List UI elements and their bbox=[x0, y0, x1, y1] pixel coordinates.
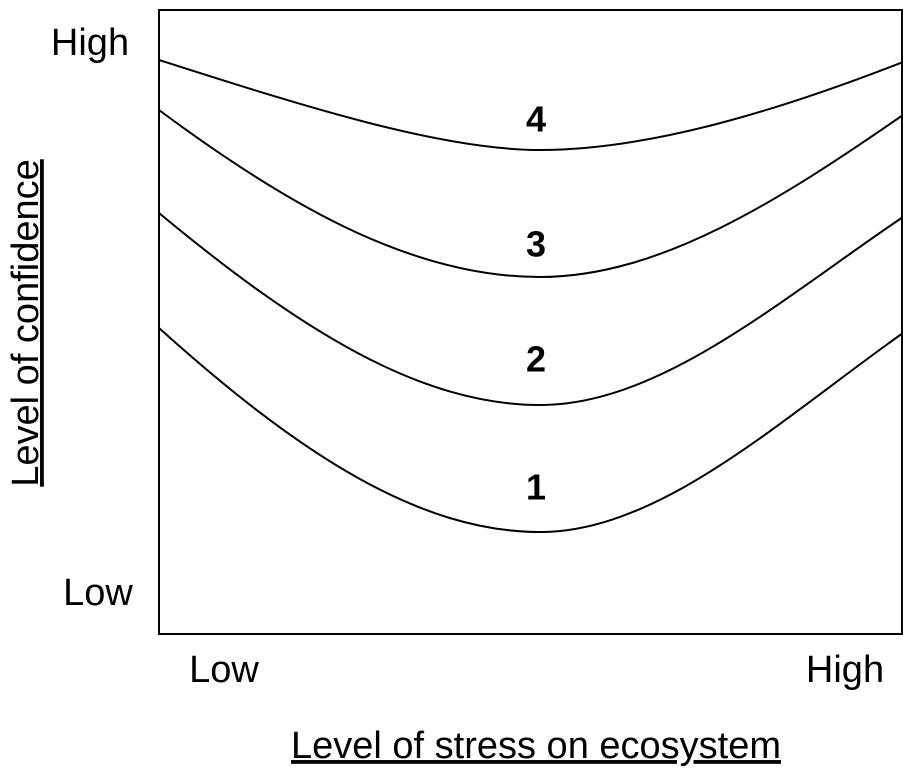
curve-label: 3 bbox=[526, 224, 546, 265]
curve bbox=[158, 212, 903, 407]
y-axis-title: Level of confidence bbox=[5, 159, 47, 486]
curve bbox=[158, 327, 903, 534]
curve-label: 2 bbox=[526, 339, 546, 380]
x-axis-label: High bbox=[806, 649, 884, 691]
curve-label: 1 bbox=[526, 467, 546, 508]
curve-label: 4 bbox=[526, 99, 546, 140]
x-axis-title: Level of stress on ecosystem bbox=[291, 725, 781, 767]
curve bbox=[158, 59, 903, 152]
y-axis-label: Low bbox=[63, 572, 133, 614]
y-axis-label: High bbox=[51, 22, 129, 64]
x-axis-label: Low bbox=[189, 649, 259, 691]
plot-frame bbox=[158, 9, 903, 635]
curve bbox=[158, 109, 903, 279]
